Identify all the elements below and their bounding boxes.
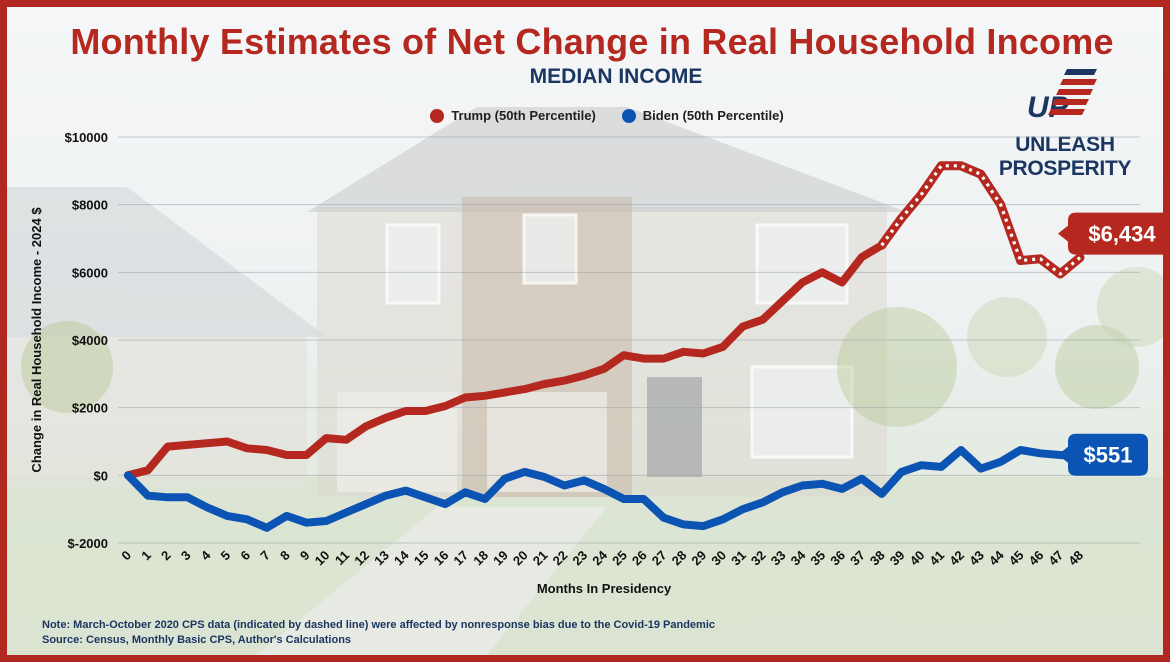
legend: Trump (50th Percentile) Biden (50th Perc…: [7, 108, 1163, 123]
x-tick-label: 5: [218, 548, 234, 564]
x-tick-label: 3: [178, 548, 194, 564]
y-tick-label: $10000: [65, 130, 108, 145]
y-tick-label: $2000: [72, 401, 108, 416]
x-tick-label: 30: [708, 548, 729, 569]
x-tick-label: 14: [391, 547, 412, 568]
x-tick-label: 42: [946, 548, 967, 569]
x-tick-label: 35: [807, 548, 828, 569]
x-tick-label: 39: [887, 548, 908, 569]
x-tick-label: 24: [589, 547, 610, 568]
legend-item-trump: Trump (50th Percentile): [430, 108, 596, 123]
x-tick-label: 10: [312, 548, 333, 569]
x-tick-label: 20: [510, 548, 531, 569]
chart-subtitle: MEDIAN INCOME: [529, 65, 703, 88]
x-tick-label: 0: [118, 548, 134, 564]
x-tick-label: 27: [649, 548, 670, 569]
x-tick-label: 22: [550, 548, 571, 569]
x-tick-label: 32: [748, 548, 769, 569]
x-axis-title: Months In Presidency: [537, 581, 672, 596]
x-tick-label: 2: [158, 548, 174, 564]
series-line-trump-dash-overlay: [880, 164, 1082, 276]
x-tick-label: 19: [490, 548, 511, 569]
y-tick-label: $4000: [72, 333, 108, 348]
callout-box: [1058, 433, 1148, 476]
x-tick-label: 6: [237, 548, 253, 564]
series-line-trump: [124, 241, 886, 480]
callout-label: $551: [1084, 443, 1133, 468]
x-tick-label: 15: [411, 548, 432, 569]
x-tick-label: 41: [926, 548, 947, 569]
x-tick-label: 31: [728, 548, 749, 569]
svg-text:UP: UP: [1027, 91, 1070, 124]
x-tick-label: 8: [277, 548, 293, 564]
brand-name: UNLEASH PROSPERITY: [998, 133, 1132, 180]
x-tick-label: 45: [1006, 548, 1027, 569]
x-tick-label: 21: [530, 548, 551, 569]
x-tick-label: 25: [609, 548, 630, 569]
legend-swatch-biden: [621, 108, 636, 123]
legend-swatch-trump: [430, 108, 445, 123]
series-line-biden: [124, 446, 1084, 532]
x-tick-label: 47: [1045, 548, 1066, 569]
x-tick-label: 44: [986, 547, 1007, 568]
x-tick-label: 29: [688, 548, 709, 569]
y-tick-label: $0: [94, 468, 108, 483]
callout-biden: $551: [1058, 433, 1148, 476]
legend-label-trump: Trump (50th Percentile): [451, 108, 596, 123]
y-tick-label: $6000: [72, 265, 108, 280]
x-tick-label: 34: [788, 547, 809, 568]
x-tick-label: 17: [450, 548, 471, 569]
series-line-trump-dashed: [877, 161, 1085, 279]
x-tick-label: 38: [867, 548, 888, 569]
x-tick-label: 23: [569, 548, 590, 569]
x-tick-label: 43: [966, 548, 987, 569]
callout-box: [1058, 212, 1170, 255]
brand-logo: UP UNLEASH PROSPERITY: [975, 67, 1155, 180]
x-tick-label: 4: [198, 547, 214, 563]
up-flag-icon: UP: [1027, 69, 1097, 124]
x-tick-label: 12: [351, 548, 372, 569]
callout-label: $6,434: [1088, 222, 1156, 247]
x-tick-label: 28: [669, 548, 690, 569]
chart-title: Monthly Estimates of Net Change in Real …: [70, 21, 1114, 62]
x-tick-label: 1: [138, 548, 154, 564]
x-tick-label: 11: [332, 548, 352, 568]
x-tick-label: 18: [470, 548, 491, 569]
x-tick-label: 26: [629, 548, 650, 569]
callout-trump: $6,434: [1058, 212, 1170, 255]
y-axis-title: Change in Real Household Income - 2024 $: [29, 207, 44, 473]
x-tick-label: 33: [768, 548, 789, 569]
y-tick-label: $8000: [72, 198, 108, 213]
x-tick-label: 40: [907, 548, 928, 569]
x-tick-label: 13: [371, 548, 392, 569]
x-tick-label: 48: [1065, 548, 1086, 569]
legend-label-biden: Biden (50th Percentile): [642, 108, 784, 123]
footnote-note: Note: March-October 2020 CPS data (indic…: [42, 619, 715, 631]
footnote-source: Source: Census, Monthly Basic CPS, Autho…: [42, 634, 352, 646]
x-tick-label: 16: [431, 548, 452, 569]
x-tick-label: 7: [257, 548, 273, 564]
legend-item-biden: Biden (50th Percentile): [621, 108, 784, 123]
x-tick-label: 37: [847, 548, 868, 569]
y-tick-label: $-2000: [68, 536, 108, 551]
footnote: Note: March-October 2020 CPS data (indic…: [42, 618, 715, 648]
x-tick-label: 46: [1026, 548, 1047, 569]
x-tick-label: 9: [297, 548, 313, 564]
x-tick-label: 36: [827, 548, 848, 569]
